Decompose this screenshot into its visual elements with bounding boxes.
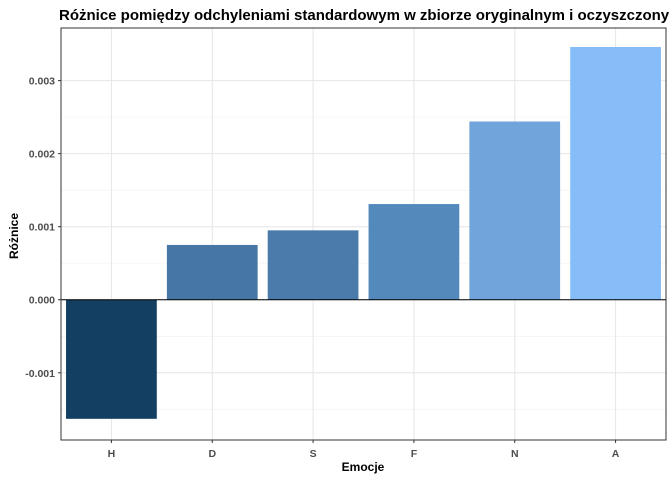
plot-panel-border xyxy=(60,27,667,441)
bar-N xyxy=(469,121,561,300)
x-tick-label: A xyxy=(612,448,620,460)
x-tick-label: H xyxy=(108,448,116,460)
x-axis-title: Emocje xyxy=(342,460,385,474)
x-tick-label: F xyxy=(411,448,418,460)
y-tick-label: 0.000 xyxy=(29,295,55,307)
bars xyxy=(66,46,661,419)
bar-S xyxy=(267,230,359,300)
x-tick-label: S xyxy=(310,448,317,460)
bar-D xyxy=(166,244,258,300)
y-axis-title: Różnice xyxy=(7,213,21,259)
y-tick-label: 0.001 xyxy=(29,222,55,234)
chart-title: Różnice pomiędzy odchyleniami standardow… xyxy=(59,7,670,24)
y-tick-label: -0.001 xyxy=(25,368,55,380)
y-axis-ticks: -0.001 0.000 0.001 0.002 0.003 xyxy=(25,76,61,380)
y-tick-label: 0.002 xyxy=(29,149,55,161)
bar-A xyxy=(570,46,661,300)
y-tick-label: 0.003 xyxy=(29,76,55,88)
bar-H xyxy=(66,299,157,419)
bar-F xyxy=(368,204,460,300)
x-tick-label: N xyxy=(511,448,519,460)
x-tick-label: D xyxy=(208,448,216,460)
